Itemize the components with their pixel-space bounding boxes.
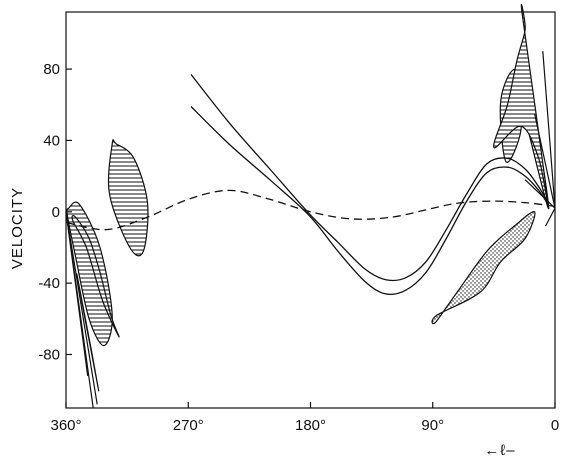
x-tick-label: 270°: [173, 417, 204, 434]
solid-curve-2: [190, 106, 549, 296]
x-tick-label: 360°: [50, 417, 81, 434]
streamer-line-6: [544, 207, 556, 227]
streamer-line-3: [65, 211, 89, 376]
solid-curve-3: [190, 74, 549, 282]
x-tick-label: 0: [551, 417, 559, 434]
feature-band-hatched-5: [107, 139, 149, 257]
x-axis-title: ←ℓ–: [484, 442, 515, 459]
feature-band-stippled-7: [76, 273, 100, 392]
y-tick-label: 0: [52, 204, 60, 221]
streamer-line-7: [524, 179, 556, 209]
x-tick-label: 180°: [295, 417, 326, 434]
y-tick-label: 80: [43, 61, 60, 78]
streamer-line-5: [534, 113, 556, 209]
feature-band-hatched-4: [71, 215, 120, 338]
feature-band-hatched-3: [66, 201, 113, 347]
x-tick-label: 90°: [421, 417, 444, 434]
dashed-curve-1: [65, 189, 556, 231]
y-tick-label: -80: [38, 346, 60, 363]
feature-band-stippled-6: [431, 210, 536, 325]
streamer-line-4: [542, 51, 556, 209]
streamer-line-1: [65, 211, 98, 405]
y-axis-title: VELOCITY: [9, 187, 26, 269]
y-tick-label: -40: [38, 275, 60, 292]
y-tick-label: 40: [43, 132, 60, 149]
